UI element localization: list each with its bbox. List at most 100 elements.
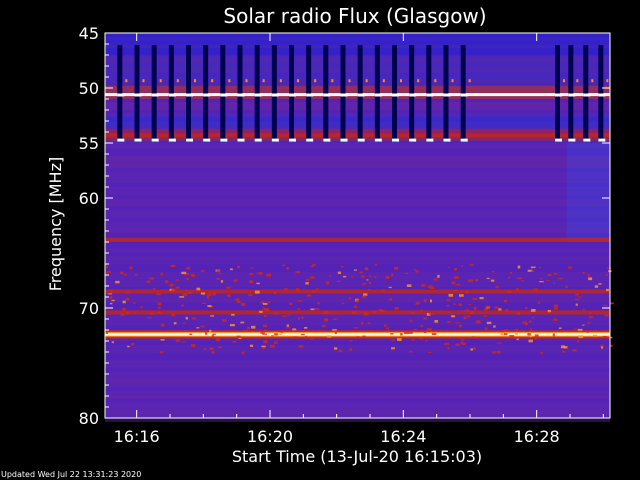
emission-speck — [321, 325, 326, 328]
calibration-dot — [245, 79, 248, 83]
x-tick-label: 16:20 — [247, 427, 293, 446]
emission-speck — [577, 296, 582, 298]
heatmap-stripe — [105, 283, 610, 288]
emission-speck — [455, 322, 460, 324]
heatmap-stripe — [105, 79, 610, 84]
emission-speck — [312, 290, 317, 293]
emission-speck — [577, 340, 580, 343]
heatmap-blue-patch — [566, 143, 610, 242]
emission-speck — [415, 270, 419, 273]
emission-speck — [186, 267, 191, 270]
heatmap-stripe — [105, 279, 610, 284]
emission-speck — [423, 299, 427, 302]
emission-speck — [270, 344, 275, 348]
emission-speck — [173, 322, 177, 325]
heatmap-stripe — [105, 394, 610, 399]
emission-speck — [547, 309, 551, 313]
emission-speck — [530, 270, 535, 272]
emission-speck — [160, 272, 164, 276]
heatmap-stripe — [105, 71, 610, 76]
emission-speck — [490, 279, 495, 282]
emission-speck — [598, 283, 602, 285]
emission-speck — [600, 344, 604, 347]
calibration-mark — [443, 138, 451, 142]
emission-speck — [458, 324, 462, 328]
heatmap-stripe — [105, 260, 610, 264]
emission-speck — [468, 279, 473, 282]
emission-speck — [456, 284, 461, 286]
emission-speck — [546, 279, 550, 281]
emission-speck — [356, 299, 359, 303]
emission-speck — [460, 341, 464, 344]
emission-speck — [529, 335, 532, 338]
emission-speck — [423, 317, 427, 320]
emission-speck — [607, 267, 612, 269]
emission-speck — [369, 275, 372, 277]
y-tick-label: 60 — [79, 189, 99, 208]
emission-speck — [451, 281, 456, 285]
emission-speck — [507, 277, 511, 279]
emission-speck — [364, 267, 368, 270]
emission-speck — [160, 339, 165, 341]
y-axis: 45 50 55 60 70 80 — [79, 24, 610, 428]
emission-speck — [312, 264, 316, 266]
emission-speck — [453, 289, 458, 291]
emission-speck — [391, 338, 395, 341]
emission-speck — [182, 293, 188, 296]
emission-speck — [530, 266, 536, 269]
emission-speck — [289, 302, 293, 306]
emission-speck — [587, 273, 590, 277]
emission-speck — [361, 283, 367, 285]
emission-speck — [315, 288, 319, 290]
emission-speck — [313, 330, 317, 333]
emission-speck — [305, 282, 309, 285]
heatmap-stripe — [105, 356, 610, 361]
emission-speck — [157, 302, 162, 306]
emission-speck — [437, 274, 440, 278]
emission-speck — [527, 269, 533, 272]
emission-speck — [219, 273, 222, 275]
calibration-dot — [142, 79, 145, 83]
emission-speck — [230, 268, 233, 271]
emission-speck — [254, 290, 260, 294]
heatmap-stripe — [105, 44, 610, 49]
emission-speck — [273, 291, 277, 295]
emission-speck — [304, 336, 308, 339]
heatmap-stripe — [105, 102, 610, 107]
emission-speck — [547, 273, 552, 276]
heatmap-stripe — [105, 364, 610, 368]
emission-speck — [211, 334, 214, 337]
emission-speck — [397, 338, 402, 341]
emission-speck — [474, 307, 477, 310]
heatmap-stripe — [105, 136, 610, 141]
emission-speck — [529, 328, 533, 332]
emission-speck — [363, 312, 369, 316]
heatmap-stripe — [105, 379, 610, 384]
heatmap-stripe — [105, 221, 610, 226]
emission-speck — [361, 275, 365, 278]
emission-speck — [200, 292, 206, 295]
emission-speck — [553, 318, 558, 321]
emission-speck — [485, 305, 490, 308]
emission-speck — [563, 346, 568, 349]
emission-speck — [588, 315, 593, 318]
heatmap-stripe — [105, 240, 610, 245]
emission-speck — [282, 264, 286, 266]
emission-speck — [266, 273, 272, 277]
emission-speck — [410, 312, 415, 315]
emission-speck — [261, 345, 266, 348]
emission-speck — [562, 350, 566, 353]
calibration-mark — [374, 138, 382, 142]
emission-speck — [248, 293, 253, 297]
emission-speck — [260, 302, 264, 304]
calibration-mark — [117, 93, 125, 97]
emission-speck — [533, 288, 539, 291]
calibration-dot — [125, 79, 128, 83]
emission-speck — [191, 317, 197, 320]
emission-speck — [250, 344, 254, 347]
heatmap-stripe — [105, 152, 610, 157]
emission-speck — [236, 335, 241, 338]
emission-speck — [370, 330, 373, 332]
heatmap-stripe — [105, 36, 610, 41]
emission-speck — [582, 324, 585, 326]
